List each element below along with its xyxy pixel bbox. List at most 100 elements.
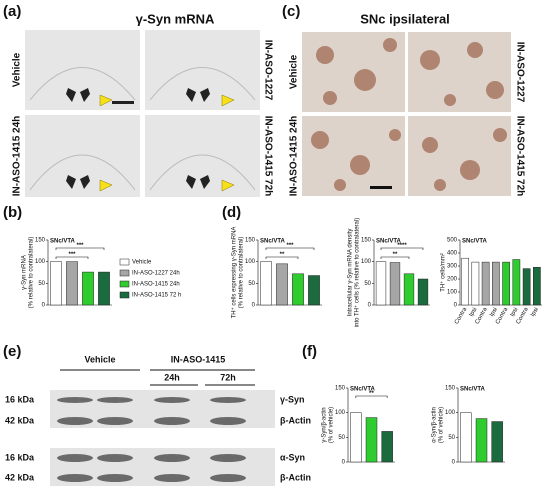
- marker-label: 42 kDa: [5, 472, 35, 482]
- y-axis-label: (% relative to contralateral): [29, 237, 35, 309]
- image-label: Vehicle: [12, 52, 23, 87]
- y-tick-label: 50: [248, 281, 255, 287]
- significance-bracket: [380, 247, 424, 250]
- significance-label: **: [369, 391, 374, 397]
- y-tick-label: 100: [35, 259, 46, 265]
- x-tick-label: Ipsi: [489, 307, 499, 318]
- y-tick-label: 200: [447, 277, 458, 283]
- band-label: β-Actin: [280, 415, 311, 425]
- x-tick-label: Ipsi: [469, 307, 479, 318]
- image-label: IN-ASO-1227: [514, 42, 525, 103]
- y-tick-label: 150: [245, 238, 256, 244]
- y-tick-label: 100: [335, 410, 346, 416]
- panel-label: (b): [3, 204, 22, 221]
- bar: [82, 271, 94, 306]
- y-tick-label: 150: [35, 238, 46, 244]
- marker-label: 16 kDa: [5, 452, 35, 462]
- chart-title: SNc/VTA: [460, 387, 486, 393]
- bar: [350, 412, 362, 463]
- bar: [491, 421, 503, 463]
- panel-label: (c): [282, 3, 300, 20]
- panel-label: (d): [222, 204, 241, 221]
- image-label: IN-ASO-1415 72h: [514, 116, 525, 197]
- subgroup-label: 72h: [220, 372, 236, 382]
- y-tick-label: 50: [338, 435, 345, 441]
- significance-bracket: [265, 256, 299, 259]
- y-tick-label: 0: [452, 460, 456, 466]
- legend-label: IN-ASO-1227 24h: [132, 271, 180, 277]
- bar: [481, 261, 490, 306]
- y-axis-label: into TH⁺ cells (% relative to contralate…: [354, 218, 361, 327]
- y-tick-label: 50: [38, 281, 45, 287]
- legend-label: Vehicle: [132, 260, 152, 266]
- bar: [381, 431, 393, 463]
- legend-swatch: [119, 280, 130, 288]
- panel-label: (a): [3, 3, 21, 20]
- bar: [492, 261, 500, 306]
- image-label: IN-ASO-1415 72h: [262, 116, 273, 197]
- bar: [475, 418, 488, 463]
- band-label: β-Actin: [280, 472, 311, 482]
- image-label: IN-ASO-1415 24h: [12, 116, 23, 197]
- bar: [533, 267, 541, 306]
- y-tick-label: 0: [368, 303, 372, 309]
- y-tick-label: 100: [361, 259, 372, 265]
- panel-label: (e): [3, 343, 21, 360]
- image-label: Vehicle: [289, 54, 300, 89]
- y-tick-label: 100: [445, 410, 456, 416]
- bar: [461, 257, 469, 306]
- y-axis-label: γ-Syn mRNA: [22, 255, 28, 290]
- y-axis-label: (% of vehicle): [329, 407, 335, 443]
- significance-label: ****: [397, 243, 407, 249]
- legend-swatch: [119, 269, 130, 277]
- y-tick-label: 100: [447, 290, 458, 296]
- y-tick-label: 50: [448, 435, 455, 441]
- y-tick-label: 50: [364, 281, 371, 287]
- x-tick-label: Ipsi: [510, 307, 520, 318]
- significance-label: ***: [68, 252, 76, 258]
- bar: [417, 278, 429, 306]
- marker-label: 16 kDa: [5, 394, 35, 404]
- chart-title: SNc/VTA: [462, 239, 488, 245]
- legend-swatch: [119, 291, 130, 299]
- y-axis-label: TH⁺ cells/mm²: [440, 253, 447, 292]
- significance-label: **: [393, 252, 398, 258]
- bar: [502, 261, 510, 306]
- bar: [98, 271, 110, 306]
- bar: [50, 261, 62, 306]
- group-label: Vehicle: [84, 354, 115, 364]
- chart-title: SNc/VTA: [50, 239, 76, 245]
- y-tick-label: 150: [445, 386, 456, 392]
- y-axis-label: γ-Syn/β-actin: [322, 407, 328, 442]
- legend-label: IN-ASO-1415 24h: [132, 282, 180, 288]
- chart-title: SNc/VTA: [260, 239, 286, 245]
- y-tick-label: 150: [361, 238, 372, 244]
- band-label: α-Syn: [280, 452, 305, 462]
- bar: [292, 273, 304, 306]
- bar: [365, 417, 378, 463]
- y-axis-label: TH⁺ cells expressing γ-Syn mRNA: [231, 227, 238, 319]
- micrographs-a: [25, 30, 260, 197]
- significance-label: **: [280, 252, 285, 258]
- blots: [50, 390, 275, 486]
- bar: [66, 261, 78, 306]
- significance-bracket: [265, 247, 315, 250]
- y-tick-label: 300: [447, 264, 458, 270]
- bar: [522, 268, 531, 306]
- image-label: IN-ASO-1227: [262, 40, 273, 101]
- chart-title: SNc/VTA: [350, 387, 376, 393]
- y-axis-label: (% of vehicle): [439, 407, 445, 443]
- bar: [276, 263, 288, 306]
- y-axis-label: (% relative to contralateral): [239, 237, 245, 309]
- significance-label: ***: [76, 243, 84, 249]
- panel-title: γ-Syn mRNA: [136, 11, 215, 26]
- y-tick-label: 0: [42, 303, 46, 309]
- y-tick-label: 0: [342, 460, 346, 466]
- chart-title: SNc/VTA: [376, 239, 402, 245]
- significance-bracket: [55, 256, 89, 259]
- bar: [389, 262, 401, 306]
- band-label: γ-Syn: [280, 394, 305, 404]
- group-label: IN-ASO-1415: [171, 354, 226, 364]
- panel-label: (f): [302, 343, 317, 360]
